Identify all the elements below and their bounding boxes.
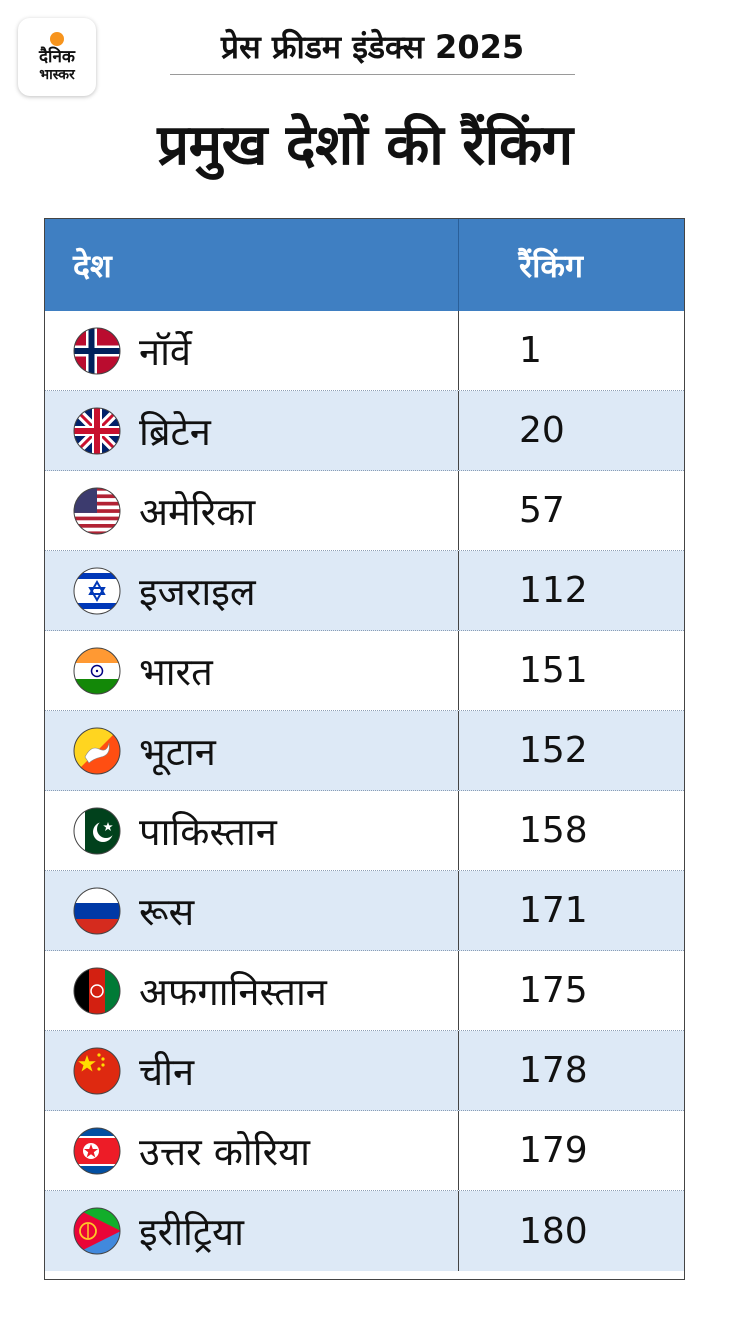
rank-value: 175 (519, 970, 588, 1011)
eritrea-flag-icon (73, 1207, 121, 1255)
table-row: इरीट्रिया 180 (45, 1191, 684, 1271)
country-name: इजराइल (139, 569, 256, 614)
country-name: ब्रिटेन (139, 409, 211, 454)
country-name: पाकिस्तान (139, 809, 277, 854)
table-row: भारत 151 (45, 631, 684, 711)
table-header: देश रैंकिंग (45, 219, 684, 311)
country-name: चीन (139, 1049, 195, 1094)
rank-value: 179 (519, 1130, 588, 1171)
rank-value: 1 (519, 330, 542, 371)
page-title: प्रमुख देशों की रैंकिंग (157, 113, 573, 178)
uk-flag-icon (73, 407, 121, 455)
table-row: रूस 171 (45, 871, 684, 951)
table-row: भूटान 152 (45, 711, 684, 791)
page-subtitle: प्रेस फ्रीडम इंडेक्स 2025 (170, 22, 575, 75)
china-flag-icon (73, 1047, 121, 1095)
rank-value: 57 (519, 490, 565, 531)
rank-value: 112 (519, 570, 588, 611)
country-name: नॉर्वे (139, 329, 192, 374)
india-flag-icon (73, 647, 121, 695)
table-row: ब्रिटेन 20 (45, 391, 684, 471)
country-name: अमेरिका (139, 489, 256, 534)
bhutan-flag-icon (73, 727, 121, 775)
table-row: अमेरिका 57 (45, 471, 684, 551)
country-name: भूटान (139, 729, 216, 774)
rank-value: 171 (519, 890, 588, 931)
pakistan-flag-icon (73, 807, 121, 855)
usa-flag-icon (73, 487, 121, 535)
logo-line-1: दैनिक (39, 46, 75, 67)
rank-value: 158 (519, 810, 588, 851)
country-name: उत्तर कोरिया (139, 1129, 310, 1174)
table-row: चीन 178 (45, 1031, 684, 1111)
norway-flag-icon (73, 327, 121, 375)
israel-flag-icon (73, 567, 121, 615)
country-name: रूस (139, 889, 195, 934)
rank-value: 178 (519, 1050, 588, 1091)
brand-logo: दैनिक भास्कर (18, 18, 96, 96)
afghanistan-flag-icon (73, 967, 121, 1015)
rank-value: 20 (519, 410, 565, 451)
table-row: पाकिस्तान 158 (45, 791, 684, 871)
logo-line-2: भास्कर (39, 66, 75, 83)
header-country: देश (45, 219, 459, 311)
russia-flag-icon (73, 887, 121, 935)
north-korea-flag-icon (73, 1127, 121, 1175)
table-row: इजराइल 112 (45, 551, 684, 631)
country-name: भारत (139, 649, 213, 694)
table-row: उत्तर कोरिया 179 (45, 1111, 684, 1191)
logo-dot-icon (50, 31, 64, 46)
rank-value: 152 (519, 730, 588, 771)
country-name: अफगानिस्तान (139, 969, 327, 1014)
country-name: इरीट्रिया (139, 1210, 244, 1254)
table-row: अफगानिस्तान 175 (45, 951, 684, 1031)
rank-value: 180 (519, 1210, 588, 1252)
header-ranking: रैंकिंग (519, 246, 583, 285)
rank-value: 151 (519, 650, 588, 691)
table-row: नॉर्वे 1 (45, 311, 684, 391)
ranking-table: देश रैंकिंग नॉर्वे 1 (44, 218, 685, 1280)
